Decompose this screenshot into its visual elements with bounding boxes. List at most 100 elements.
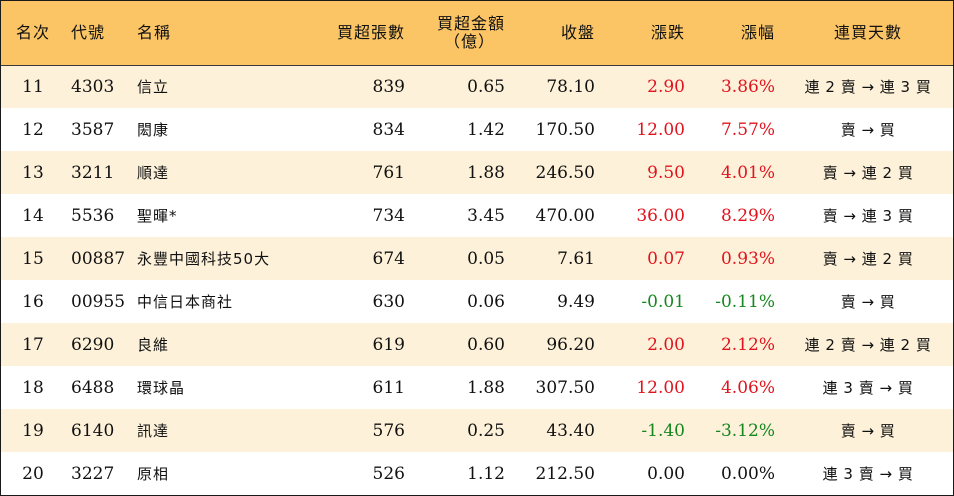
close-price-cell: 212.50	[535, 463, 595, 484]
stock-name-cell: 聖暉*	[137, 207, 178, 225]
header-rank: 名次	[1, 1, 65, 66]
streak-status-cell: 連 2 賣 → 連 2 買	[804, 336, 932, 354]
close-price-cell: 170.50	[535, 119, 595, 140]
table-row: 20 3227 原相 526 1.12 212.50 0.00 0.00% 連 …	[1, 452, 953, 495]
net-amount-cell: 1.12	[467, 463, 505, 484]
header-name: 名稱	[131, 1, 317, 66]
header-net-amount: 買超金額 （億）	[413, 1, 513, 66]
table-row: 17 6290 良維 619 0.60 96.20 2.00 2.12% 連 2…	[1, 323, 953, 366]
stock-code-cell: 00887	[71, 248, 126, 269]
header-change: 漲跌	[603, 1, 693, 66]
table-row: 14 5536 聖暉* 734 3.45 470.00 36.00 8.29% …	[1, 194, 953, 237]
header-net-amount-line1: 買超金額	[436, 13, 505, 33]
change-percent-cell: -0.11%	[715, 291, 775, 312]
streak-status-cell: 賣 → 連 2 買	[822, 250, 914, 268]
change-percent-cell: 4.06%	[720, 377, 775, 398]
stock-name-cell: 訊達	[137, 422, 170, 440]
table-row: 12 3587 閎康 834 1.42 170.50 12.00 7.57% 賣…	[1, 108, 953, 151]
price-change-cell: 12.00	[636, 377, 685, 398]
table-header-row: 名次 代號 名稱 買超張數 買超金額 （億） 收盤 漲跌 漲幅 連買天數	[1, 1, 953, 66]
change-percent-cell: 3.86%	[720, 76, 775, 97]
rank-cell: 17	[22, 334, 44, 355]
stock-code-cell: 3211	[71, 162, 115, 183]
stock-code-cell: 3227	[71, 463, 115, 484]
close-price-cell: 43.40	[546, 420, 595, 441]
table-row: 13 3211 順達 761 1.88 246.50 9.50 4.01% 賣 …	[1, 151, 953, 194]
table-row: 15 00887 永豐中國科技50大 674 0.05 7.61 0.07 0.…	[1, 237, 953, 280]
net-lots-cell: 839	[372, 76, 405, 97]
stock-code-cell: 6140	[71, 420, 115, 441]
price-change-cell: 9.50	[647, 162, 685, 183]
net-lots-cell: 576	[372, 420, 405, 441]
stock-name-cell: 良維	[137, 336, 170, 354]
net-lots-cell: 611	[372, 377, 405, 398]
change-percent-cell: -3.12%	[715, 420, 775, 441]
net-amount-cell: 1.42	[467, 119, 505, 140]
close-price-cell: 96.20	[546, 334, 595, 355]
table-row: 11 4303 信立 839 0.65 78.10 2.90 3.86% 連 2…	[1, 65, 953, 108]
change-percent-cell: 2.12%	[720, 334, 775, 355]
close-price-cell: 78.10	[546, 76, 595, 97]
price-change-cell: 2.90	[647, 76, 685, 97]
rank-cell: 16	[22, 291, 44, 312]
streak-status-cell: 連 3 賣 → 買	[822, 379, 914, 397]
net-lots-cell: 734	[372, 205, 405, 226]
streak-status-cell: 賣 → 買	[840, 293, 896, 311]
stock-code-cell: 00955	[71, 291, 126, 312]
stock-name-cell: 永豐中國科技50大	[137, 250, 271, 268]
net-amount-cell: 3.45	[467, 205, 505, 226]
net-lots-cell: 761	[372, 162, 405, 183]
change-percent-cell: 8.29%	[720, 205, 775, 226]
rank-cell: 18	[22, 377, 44, 398]
header-change-pct: 漲幅	[693, 1, 783, 66]
header-close: 收盤	[513, 1, 603, 66]
rank-cell: 20	[22, 463, 44, 484]
header-code: 代號	[65, 1, 131, 66]
stock-code-cell: 6290	[71, 334, 115, 355]
table-row: 19 6140 訊達 576 0.25 43.40 -1.40 -3.12% 賣…	[1, 409, 953, 452]
net-lots-cell: 834	[372, 119, 405, 140]
rank-cell: 19	[22, 420, 44, 441]
streak-status-cell: 賣 → 買	[840, 121, 896, 139]
price-change-cell: -0.01	[641, 291, 685, 312]
price-change-cell: 12.00	[636, 119, 685, 140]
streak-status-cell: 賣 → 連 2 買	[822, 164, 914, 182]
change-percent-cell: 0.00%	[720, 463, 775, 484]
close-price-cell: 246.50	[535, 162, 595, 183]
close-price-cell: 9.49	[557, 291, 595, 312]
price-change-cell: 0.00	[647, 463, 685, 484]
rank-cell: 12	[22, 119, 44, 140]
change-percent-cell: 4.01%	[720, 162, 775, 183]
close-price-cell: 307.50	[535, 377, 595, 398]
rank-cell: 14	[22, 205, 44, 226]
net-lots-cell: 619	[372, 334, 405, 355]
table-row: 16 00955 中信日本商社 630 0.06 9.49 -0.01 -0.1…	[1, 280, 953, 323]
net-amount-cell: 0.60	[467, 334, 505, 355]
streak-status-cell: 連 3 賣 → 買	[822, 465, 914, 483]
stock-name-cell: 信立	[137, 78, 170, 97]
stock-code-cell: 4303	[71, 76, 115, 97]
stock-code-cell: 6488	[71, 377, 115, 398]
price-change-cell: 2.00	[647, 334, 685, 355]
stock-code-cell: 5536	[71, 205, 115, 226]
close-price-cell: 7.61	[557, 248, 595, 269]
stock-name-cell: 環球晶	[137, 379, 186, 397]
table-row: 18 6488 環球晶 611 1.88 307.50 12.00 4.06% …	[1, 366, 953, 409]
table-body: 11 4303 信立 839 0.65 78.10 2.90 3.86% 連 2…	[1, 65, 953, 495]
header-streak: 連買天數	[783, 1, 953, 66]
streak-status-cell: 賣 → 買	[840, 422, 896, 440]
streak-status-cell: 連 2 賣 → 連 3 買	[804, 78, 932, 97]
header-net-amount-line2: （億）	[443, 31, 495, 51]
stock-name-cell: 閎康	[137, 121, 170, 139]
net-amount-cell: 0.25	[467, 420, 505, 441]
stock-name-cell: 原相	[137, 465, 170, 483]
net-lots-cell: 674	[372, 248, 405, 269]
net-amount-cell: 1.88	[467, 162, 505, 183]
change-percent-cell: 0.93%	[720, 248, 775, 269]
price-change-cell: 36.00	[636, 205, 685, 226]
net-amount-cell: 0.06	[467, 291, 505, 312]
streak-status-cell: 賣 → 連 3 買	[822, 207, 914, 225]
change-percent-cell: 7.57%	[720, 119, 775, 140]
stock-code-cell: 3587	[71, 119, 115, 140]
